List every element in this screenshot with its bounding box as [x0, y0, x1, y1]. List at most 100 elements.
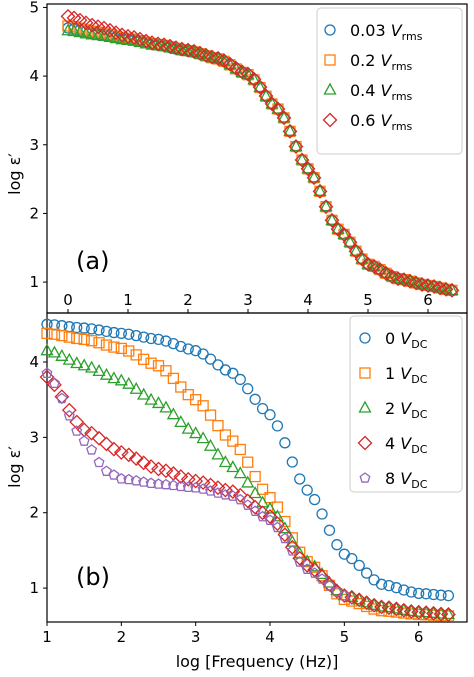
data-point [48, 328, 61, 340]
data-point [323, 579, 335, 591]
y-tick-label: 3 [29, 428, 39, 446]
data-point [319, 199, 333, 212]
data-point [270, 509, 285, 522]
data-point [219, 364, 232, 376]
panel-b-legend-frame [349, 315, 463, 493]
data-point [175, 381, 187, 393]
data-point [70, 356, 84, 369]
legend-entry: 2 VDC [385, 399, 428, 421]
legend-marker [359, 332, 371, 344]
data-point [144, 392, 158, 405]
data-point [227, 490, 239, 501]
data-point [338, 589, 350, 601]
data-point [295, 152, 309, 165]
data-point [93, 324, 105, 336]
data-point [241, 475, 255, 488]
data-point [77, 358, 91, 371]
data-point [343, 234, 357, 247]
data-point [85, 360, 99, 373]
legend-entry: 1 VDC [385, 364, 428, 386]
data-point [279, 437, 291, 449]
data-point [190, 345, 202, 357]
panel-a-y-ticks: 1 2 3 4 5 [29, 0, 47, 291]
data-point [212, 359, 224, 371]
data-point [205, 50, 219, 63]
data-point [143, 459, 159, 474]
data-point [427, 588, 440, 601]
data-point [286, 532, 298, 544]
data-point [242, 383, 254, 395]
data-point [195, 475, 211, 491]
data-point [375, 578, 388, 590]
x-tick-label: 1 [42, 628, 52, 646]
x-tick-label: 6 [414, 628, 424, 646]
data-point [174, 41, 190, 57]
data-point [93, 337, 105, 349]
data-point [196, 431, 210, 444]
data-point [227, 367, 239, 379]
data-point [187, 45, 201, 58]
data-point [152, 333, 165, 346]
x-tick-label: 4 [265, 628, 275, 646]
data-point [351, 592, 367, 608]
data-point [349, 243, 363, 256]
data-point [442, 589, 455, 602]
data-point [426, 279, 442, 294]
data-point [189, 426, 203, 439]
data-point [129, 381, 143, 394]
data-point [100, 339, 113, 351]
data-point [323, 524, 336, 536]
y-tick-label: 4 [29, 67, 39, 85]
data-point [130, 474, 142, 486]
data-point [331, 585, 343, 597]
data-point [162, 38, 178, 54]
data-point [234, 443, 246, 456]
x-tick-label: 5 [340, 628, 350, 646]
data-point [175, 340, 187, 353]
data-point [421, 278, 435, 291]
data-point [288, 139, 304, 154]
data-point [234, 493, 246, 505]
data-point [225, 484, 241, 500]
data-point [120, 28, 136, 44]
data-point [256, 402, 269, 415]
data-point [270, 101, 286, 117]
data-point [242, 499, 254, 510]
data-point [420, 588, 432, 600]
data-point [210, 480, 226, 496]
data-point [240, 493, 256, 509]
panel-a-label: (a) [76, 247, 109, 275]
data-point [100, 325, 113, 338]
data-point [413, 587, 425, 600]
data-point [383, 580, 395, 592]
data-point [372, 262, 388, 278]
data-point [40, 343, 54, 356]
data-point [174, 414, 188, 427]
data-point [71, 321, 83, 334]
data-point [248, 486, 262, 499]
data-point [199, 48, 213, 61]
data-point [283, 123, 297, 136]
data-point [249, 393, 261, 405]
data-point [415, 277, 429, 290]
data-point [63, 410, 75, 421]
data-point [390, 271, 406, 287]
data-point [233, 466, 247, 479]
data-point [359, 595, 375, 611]
data-point [286, 545, 298, 556]
data-point [62, 352, 76, 365]
data-point [342, 234, 358, 250]
data-point [301, 484, 313, 496]
data-point [398, 584, 410, 596]
data-point [299, 558, 315, 573]
data-point [123, 345, 135, 357]
data-point [114, 27, 130, 43]
data-point [56, 329, 68, 342]
legend-marker [359, 472, 371, 483]
legend-entry: 0.4 Vrms [350, 81, 413, 103]
data-point [318, 199, 334, 215]
data-point [78, 333, 90, 346]
data-point [307, 170, 321, 183]
data-point [55, 348, 69, 361]
data-point [293, 546, 307, 559]
